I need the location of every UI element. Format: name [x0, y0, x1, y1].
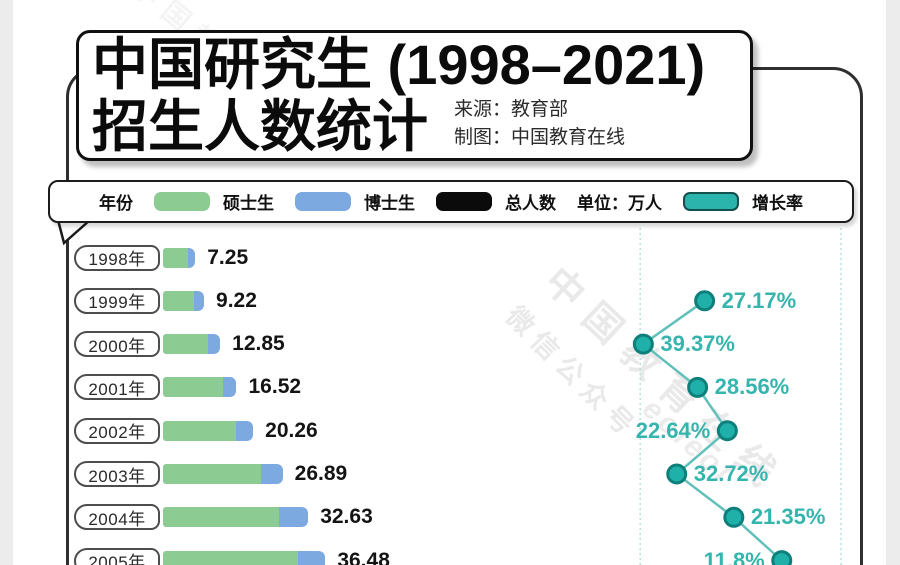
- growth-rate-label: 39.37%: [660, 331, 735, 357]
- year-pill: 2001年: [74, 374, 160, 401]
- growth-point: [632, 333, 654, 355]
- enrollment-bar: [163, 420, 254, 441]
- legend-item-phd: 博士生: [295, 189, 415, 214]
- growth-rate-label: 27.17%: [721, 287, 797, 313]
- enrollment-bar: [163, 377, 237, 398]
- legend-item-master: 硕士生: [154, 189, 274, 214]
- credit-text: 制图：中国教育在线: [454, 127, 626, 148]
- phd-bar-segment: [236, 420, 254, 441]
- master-swatch-icon: [154, 192, 210, 211]
- phd-bar-segment: [261, 464, 283, 484]
- growth-rate-label: 28.56%: [714, 374, 790, 400]
- phd-bar-segment: [279, 507, 309, 528]
- year-pill: 2005年: [74, 547, 160, 565]
- legend-bar: 年份 硕士生 博士生 总人数 单位：万人 增长率: [48, 180, 854, 223]
- year-pill: 2002年: [74, 417, 160, 444]
- legend-master-label: 硕士生: [223, 194, 274, 213]
- growth-point: [716, 420, 738, 442]
- legend-growth-label: 增长率: [752, 194, 803, 213]
- growth-rate-label: 22.64%: [635, 417, 711, 443]
- source-block: 来源：教育部 制图：中国教育在线: [454, 96, 625, 152]
- master-bar-segment: [163, 420, 237, 441]
- total-value-label: 16.52: [248, 375, 302, 399]
- growth-rate-label: 11.8%: [703, 547, 765, 565]
- enrollment-bar: [163, 290, 205, 311]
- growth-point: [723, 506, 745, 528]
- photo-edge-left: [0, 0, 13, 565]
- legend-phd-label: 博士生: [364, 194, 415, 213]
- master-bar-segment: [163, 334, 208, 355]
- page-title-line2: 招生人数统计: [92, 95, 428, 158]
- legend-item-total: 总人数: [436, 189, 556, 214]
- enrollment-bar: [163, 464, 283, 484]
- year-pill: 1999年: [74, 287, 160, 314]
- enrollment-bar: [163, 550, 326, 565]
- master-bar-segment: [163, 247, 189, 268]
- phd-swatch-icon: [295, 192, 351, 211]
- growth-swatch-icon: [683, 192, 739, 211]
- legend-total-label: 总人数: [505, 194, 556, 213]
- total-value-label: 36.48: [337, 548, 390, 565]
- growth-point: [694, 290, 716, 312]
- master-bar-segment: [163, 550, 298, 565]
- total-value-label: 7.25: [207, 245, 249, 269]
- growth-rate-label: 21.35%: [750, 504, 826, 530]
- growth-point: [771, 550, 793, 565]
- total-value-label: 26.89: [294, 462, 348, 485]
- year-pill: 2003年: [74, 461, 160, 487]
- year-pill: 2004年: [74, 504, 160, 531]
- master-bar-segment: [163, 377, 223, 398]
- master-bar-segment: [163, 290, 195, 311]
- master-bar-segment: [163, 507, 280, 528]
- legend-unit-label: 单位：万人: [577, 194, 662, 213]
- enrollment-bar: [163, 334, 221, 355]
- phd-bar-segment: [194, 290, 205, 311]
- growth-point: [666, 463, 688, 485]
- enrollment-bar: [163, 247, 196, 268]
- total-value-label: 20.26: [265, 418, 318, 442]
- master-bar-segment: [163, 464, 262, 484]
- title-card: 中国研究生 (1998–2021) 招生人数统计 来源：教育部 制图：中国教育在…: [76, 30, 753, 161]
- total-value-label: 32.63: [320, 505, 373, 529]
- phd-bar-segment: [188, 247, 196, 268]
- year-pill: 2000年: [74, 331, 160, 358]
- growth-rate-label: 32.72%: [693, 461, 769, 486]
- total-swatch-icon: [436, 192, 492, 211]
- phd-bar-segment: [207, 334, 221, 355]
- page-title-line1: 中国研究生 (1998–2021): [92, 33, 706, 96]
- growth-point: [687, 376, 709, 398]
- enrollment-bar: [163, 507, 309, 528]
- source-text: 来源：教育部: [454, 99, 569, 120]
- phd-bar-segment: [297, 550, 326, 565]
- legend-item-growth: 增长率: [683, 189, 803, 214]
- total-value-label: 9.22: [216, 288, 257, 312]
- phd-bar-segment: [222, 377, 237, 398]
- legend-year-label: 年份: [99, 194, 133, 213]
- photo-edge-right: [886, 0, 900, 565]
- total-value-label: 12.85: [232, 332, 285, 356]
- year-pill: 1998年: [74, 244, 160, 271]
